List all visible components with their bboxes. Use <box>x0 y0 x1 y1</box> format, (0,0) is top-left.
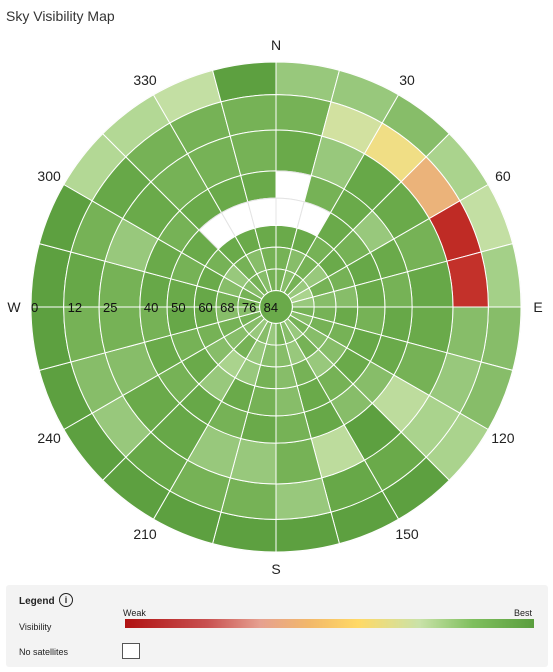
best-label: Best <box>514 608 533 618</box>
direction-label: E <box>533 299 542 315</box>
direction-label: 300 <box>37 168 61 184</box>
direction-label: N <box>271 37 281 53</box>
direction-label: W <box>7 299 21 315</box>
legend-title: Legend <box>19 596 55 607</box>
no-satellites-swatch <box>122 643 140 659</box>
direction-label: S <box>271 561 280 574</box>
elevation-tick-label: 40 <box>144 300 158 315</box>
elevation-tick-label: 76 <box>242 300 256 315</box>
elevation-tick-label: 12 <box>68 300 82 315</box>
elevation-tick-label: 25 <box>103 300 117 315</box>
direction-label: 120 <box>491 430 515 446</box>
visibility-label: Visibility <box>19 622 52 632</box>
info-icon[interactable]: i <box>59 593 73 607</box>
direction-label: 240 <box>37 430 61 446</box>
weak-label: Weak <box>123 608 146 618</box>
elevation-tick-label: 0 <box>31 300 38 315</box>
elevation-tick-label: 60 <box>198 300 212 315</box>
no-satellites-label: No satellites <box>19 647 69 657</box>
direction-label: 60 <box>495 168 511 184</box>
sky-visibility-polar-chart: N 30 60 E 120 150 S 210 240 W 300 330 0 12 25 40 50 60 68 7… <box>7 37 542 574</box>
elevation-tick-label: 68 <box>220 300 234 315</box>
elevation-tick-label: 84 <box>264 300 278 315</box>
elevation-tick-label: 50 <box>171 300 185 315</box>
zenith-cell <box>259 290 293 324</box>
direction-label: 330 <box>133 72 157 88</box>
direction-label: 150 <box>395 526 419 542</box>
direction-label: 30 <box>399 72 415 88</box>
visibility-gradient-bar <box>125 619 534 628</box>
direction-label: 210 <box>133 526 157 542</box>
page-title: Sky Visibility Map <box>6 8 115 24</box>
legend-panel: Legend i Visibility Weak Best No satelli… <box>6 585 548 667</box>
